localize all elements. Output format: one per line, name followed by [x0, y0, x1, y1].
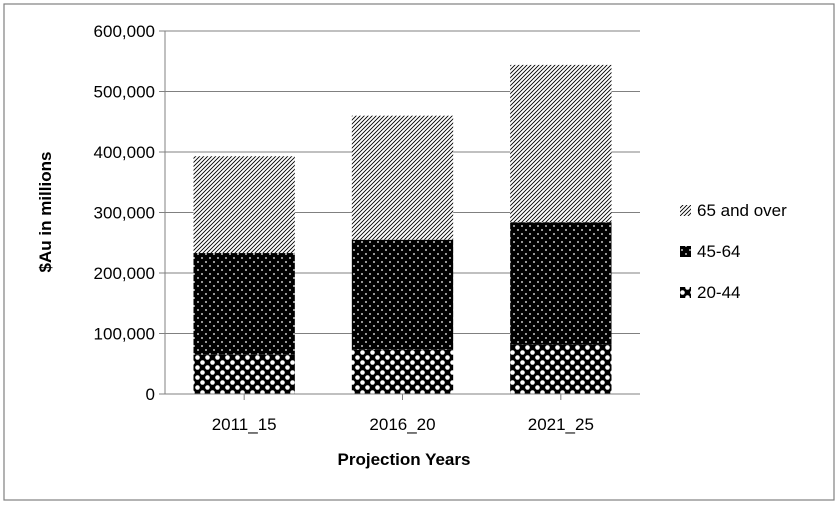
bar-segment-45-64	[193, 253, 295, 355]
y-axis-title: $Au in millions	[36, 152, 55, 273]
legend-item: 65 and over	[680, 201, 787, 220]
y-tick-label: 200,000	[94, 264, 155, 283]
x-tick-label: 2016_20	[369, 415, 435, 434]
y-tick-label: 300,000	[94, 204, 155, 223]
legend-swatch	[680, 205, 691, 216]
bar-segment-65-and-over	[351, 115, 454, 240]
x-axis-title: Projection Years	[338, 450, 471, 469]
bar-segment-20-44	[351, 349, 454, 394]
legend-label: 65 and over	[697, 201, 787, 220]
legend-swatch	[680, 246, 691, 257]
bar-segment-65-and-over	[510, 64, 612, 223]
bars	[193, 64, 612, 394]
y-tick-label: 400,000	[94, 143, 155, 162]
y-tick-label: 500,000	[94, 83, 155, 102]
x-tick-label: 2021_25	[528, 415, 594, 434]
legend-label: 45-64	[697, 242, 740, 261]
axes: 0 100,000 200,000 300,000 400,000 500,000 600,…	[94, 22, 640, 434]
bar-segment-45-64	[510, 222, 612, 345]
legend-swatch	[680, 287, 691, 298]
legend: 65 and over 45-64 20-44	[680, 201, 787, 302]
bar-segment-20-44	[193, 354, 295, 394]
y-tick-label: 600,000	[94, 22, 155, 41]
x-tick-label: 2011_15	[212, 415, 277, 434]
legend-item: 45-64	[680, 242, 740, 261]
y-tick-label: 0	[146, 385, 155, 404]
legend-item: 20-44	[680, 283, 740, 302]
bar-segment-65-and-over	[193, 156, 295, 254]
legend-label: 20-44	[697, 283, 740, 302]
bar-segment-20-44	[510, 344, 612, 394]
y-tick-label: 100,000	[94, 325, 155, 344]
bar-segment-45-64	[351, 239, 454, 350]
